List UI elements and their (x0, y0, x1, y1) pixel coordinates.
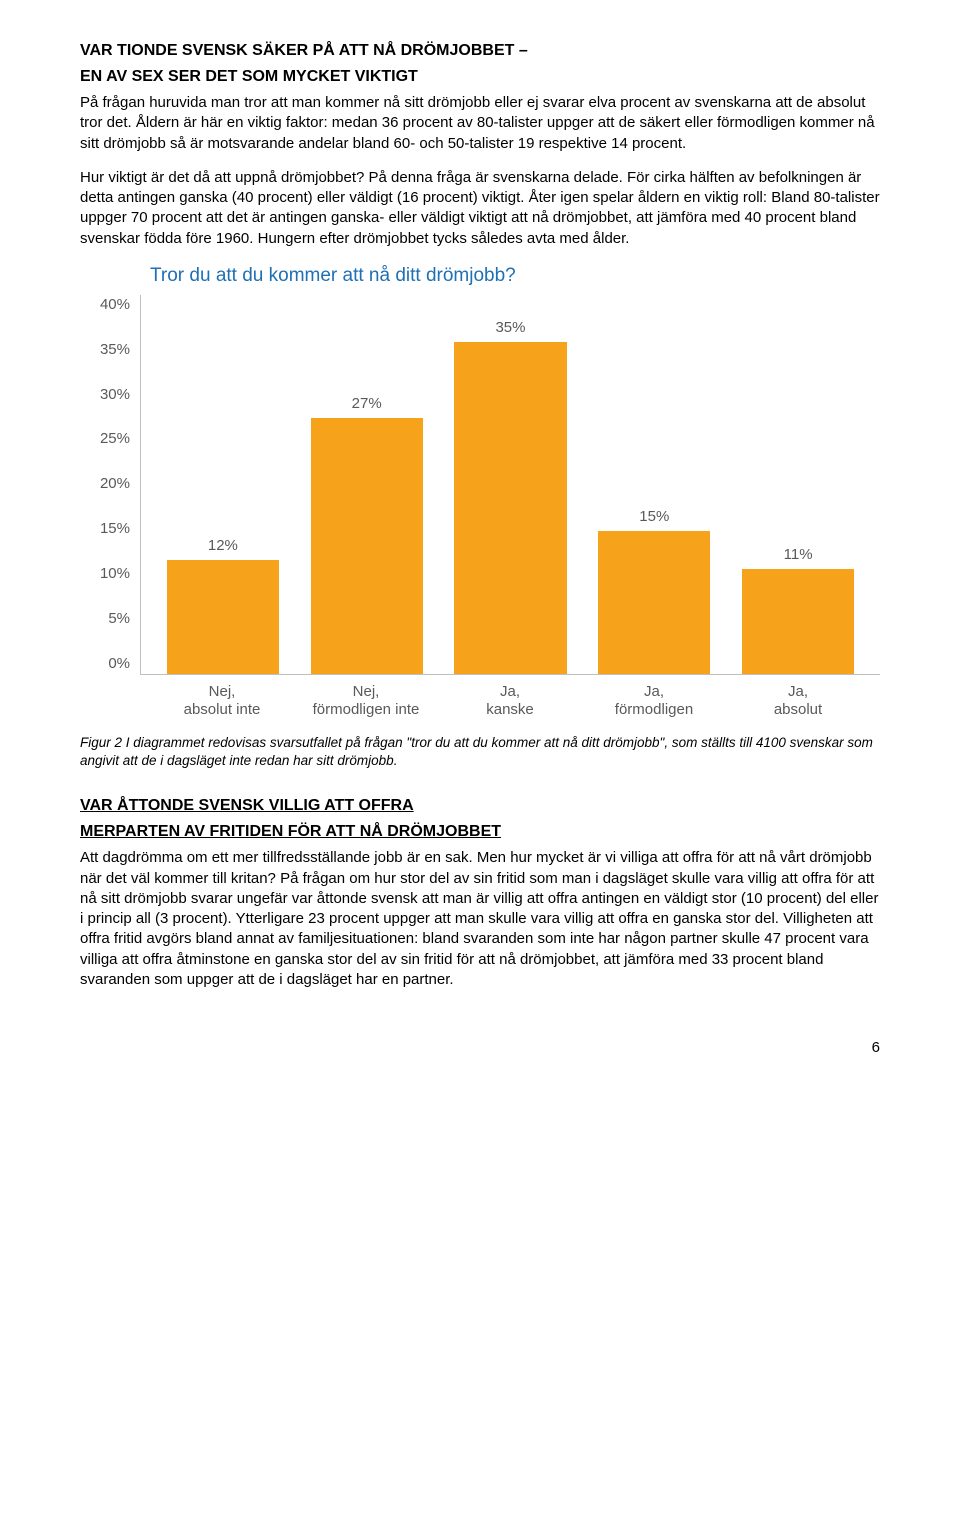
chart-y-axis: 40% 35% 30% 25% 20% 15% 10% 5% 0% (80, 295, 140, 675)
chart-x-tick: Ja,förmodligen (582, 675, 726, 721)
chart-x-tick: Ja,kanske (438, 675, 582, 721)
page-number: 6 (80, 1038, 880, 1058)
chart-x-tick: Nej,förmodligen inte (294, 675, 438, 721)
chart-y-tick: 10% (100, 564, 130, 584)
section1-paragraph-2: Hur viktigt är det då att uppnå drömjobb… (80, 168, 880, 249)
chart-x-axis: Nej,absolut inteNej,förmodligen inteJa,k… (140, 675, 880, 721)
chart-bar (167, 560, 279, 674)
chart-bar-column: 15% (582, 295, 726, 674)
chart-y-tick: 30% (100, 385, 130, 405)
chart-bar-value-label: 35% (439, 318, 583, 338)
chart-bar-column: 11% (726, 295, 870, 674)
chart-bar-column: 35% (439, 295, 583, 674)
section2-heading-line2: MERPARTEN AV FRITIDEN FÖR ATT NÅ DRÖMJOB… (80, 821, 880, 843)
chart-y-tick: 5% (108, 609, 130, 629)
chart-y-tick: 40% (100, 295, 130, 315)
chart-bar-value-label: 27% (295, 394, 439, 414)
section1-paragraph-1: På frågan huruvida man tror att man komm… (80, 93, 880, 154)
chart-bar (454, 342, 566, 674)
chart-bar-column: 12% (151, 295, 295, 674)
bar-chart: Tror du att du kommer att nå ditt drömjo… (80, 263, 880, 720)
section-2: VAR ÅTTONDE SVENSK VILLIG ATT OFFRA MERP… (80, 795, 880, 990)
chart-caption: Figur 2 I diagrammet redovisas svarsutfa… (80, 734, 880, 769)
chart-bar (311, 418, 423, 674)
chart-y-tick: 35% (100, 340, 130, 360)
section1-heading-line2: EN AV SEX SER DET SOM MYCKET VIKTIGT (80, 66, 880, 88)
chart-bar-value-label: 11% (726, 545, 870, 565)
chart-plot: 12% 27% 35% 15%11% (140, 295, 880, 675)
chart-y-tick: 25% (100, 429, 130, 449)
section1-heading-line1: VAR TIONDE SVENSK SÄKER PÅ ATT NÅ DRÖMJO… (80, 40, 880, 62)
chart-title: Tror du att du kommer att nå ditt drömjo… (150, 263, 880, 289)
chart-bar-value-label: 12% (151, 536, 295, 556)
section2-heading-line1: VAR ÅTTONDE SVENSK VILLIG ATT OFFRA (80, 795, 880, 817)
chart-y-tick: 15% (100, 519, 130, 539)
chart-bars: 12% 27% 35% 15%11% (141, 295, 880, 674)
section-1: VAR TIONDE SVENSK SÄKER PÅ ATT NÅ DRÖMJO… (80, 40, 880, 249)
chart-bar-column: 27% (295, 295, 439, 674)
chart-bar-value-label: 15% (582, 507, 726, 527)
chart-bar (742, 569, 854, 673)
chart-y-tick: 20% (100, 474, 130, 494)
chart-bar (598, 531, 710, 673)
chart-plot-area: 40%35%30%25%20%15%10%5%0% 12%27%35%15%11… (80, 295, 880, 675)
chart-x-tick: Ja,absolut (726, 675, 870, 721)
chart-x-tick: Nej,absolut inte (150, 675, 294, 721)
chart-y-tick: 0% (108, 654, 130, 674)
section2-paragraph-1: Att dagdrömma om ett mer tillfredsställa… (80, 848, 880, 990)
